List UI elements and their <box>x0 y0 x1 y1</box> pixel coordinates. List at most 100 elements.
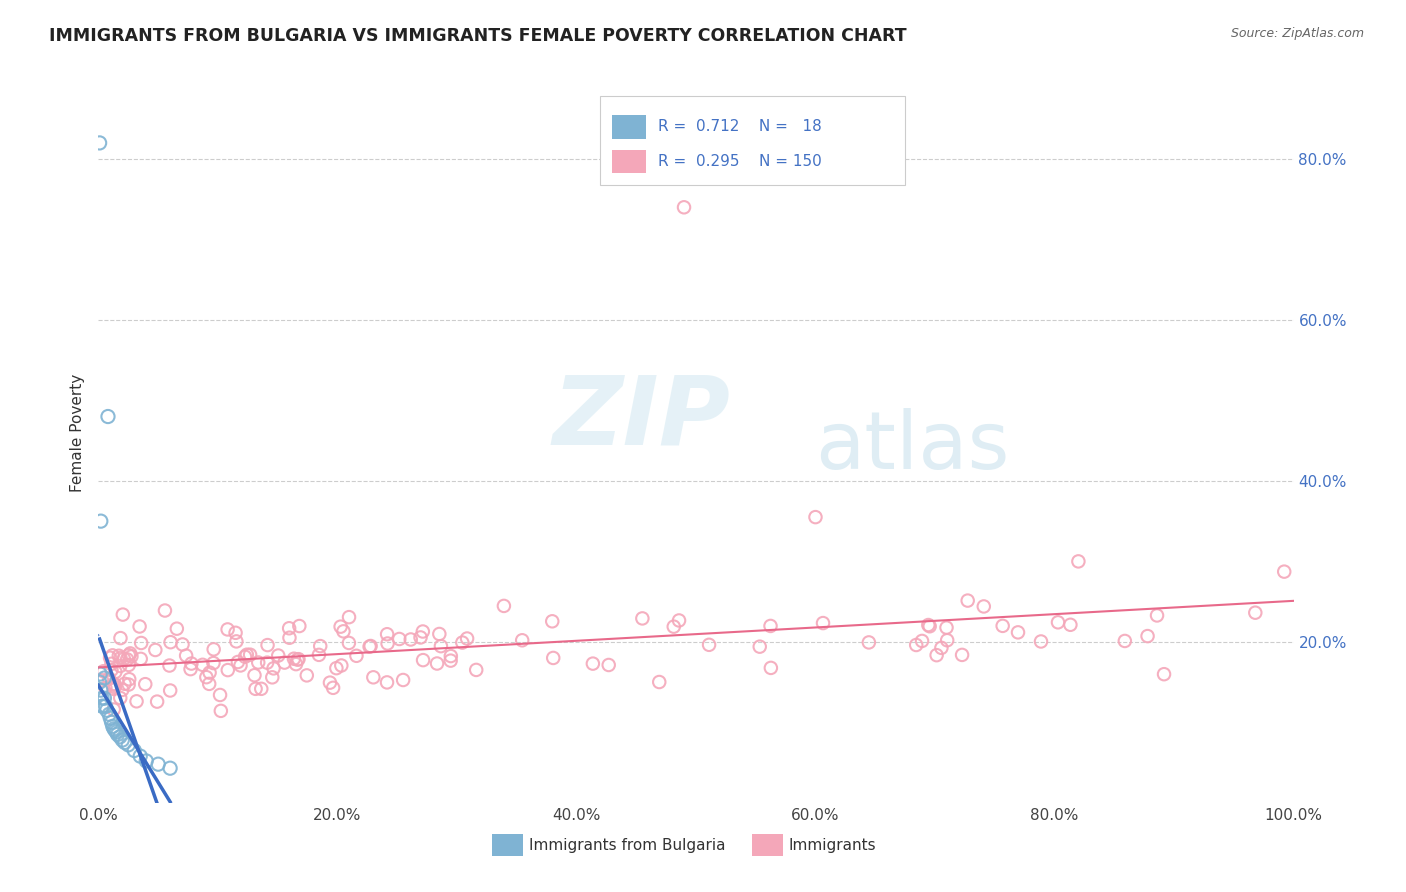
Point <box>104 678 127 692</box>
Point <box>98 672 121 686</box>
Point <box>225 634 247 648</box>
Text: Source: ZipAtlas.com: Source: ZipAtlas.com <box>1230 27 1364 40</box>
Point <box>973 599 995 614</box>
Point <box>247 656 270 670</box>
Point <box>172 637 194 651</box>
Point <box>103 677 125 691</box>
Point <box>233 649 256 664</box>
Point <box>346 648 368 663</box>
Point <box>759 619 782 633</box>
Point <box>412 653 434 667</box>
Point <box>668 614 690 628</box>
Point <box>135 754 157 768</box>
Point <box>267 648 290 663</box>
Point <box>111 607 134 622</box>
Point <box>114 677 136 691</box>
Point <box>115 652 138 666</box>
Text: IMMIGRANTS FROM BULGARIA VS IMMIGRANTS FEMALE POVERTY CORRELATION CHART: IMMIGRANTS FROM BULGARIA VS IMMIGRANTS F… <box>49 27 907 45</box>
Point <box>143 643 166 657</box>
Point <box>1153 667 1175 681</box>
Point <box>100 657 122 671</box>
Point <box>278 621 301 635</box>
Point <box>1059 617 1081 632</box>
Point <box>118 648 141 663</box>
Point <box>918 619 941 633</box>
Point <box>94 681 117 695</box>
Point <box>673 200 696 214</box>
Point <box>159 683 181 698</box>
Point <box>287 653 309 667</box>
Point <box>166 622 188 636</box>
Point <box>104 723 127 738</box>
Point <box>399 632 422 647</box>
Point <box>935 621 957 635</box>
Point <box>697 638 720 652</box>
Point <box>100 715 122 730</box>
Point <box>198 665 221 680</box>
Point <box>329 620 352 634</box>
Point <box>426 657 449 671</box>
Point <box>103 722 125 736</box>
Point <box>1029 634 1052 648</box>
Point <box>153 603 176 617</box>
Point <box>287 652 309 666</box>
Point <box>198 677 221 691</box>
Point <box>209 688 232 702</box>
Point <box>759 661 782 675</box>
Point <box>125 694 148 708</box>
Point <box>911 634 934 648</box>
Point <box>100 663 122 677</box>
Point <box>1146 608 1168 623</box>
Point <box>1007 625 1029 640</box>
Point <box>427 627 450 641</box>
Bar <box>613 150 645 173</box>
Point <box>91 699 114 714</box>
Point <box>103 680 125 694</box>
Point <box>905 638 928 652</box>
Point <box>111 682 134 697</box>
Point <box>209 704 232 718</box>
Point <box>541 651 564 665</box>
Point <box>931 640 953 655</box>
Point <box>748 640 770 654</box>
Point <box>322 681 344 695</box>
Point <box>262 670 284 684</box>
Point <box>245 681 267 696</box>
Point <box>325 661 347 675</box>
Point <box>98 650 121 665</box>
Point <box>104 665 127 679</box>
Point <box>363 670 385 684</box>
Point <box>250 681 273 696</box>
Point <box>118 657 141 672</box>
Point <box>117 738 139 752</box>
Point <box>129 652 152 666</box>
Point <box>107 648 129 663</box>
Point <box>991 619 1014 633</box>
Point <box>858 635 880 649</box>
Point <box>202 642 225 657</box>
Point <box>110 631 132 645</box>
Text: Immigrants: Immigrants <box>789 838 876 853</box>
Point <box>430 639 453 653</box>
Point <box>243 668 266 682</box>
Point <box>332 624 354 639</box>
Point <box>925 648 948 662</box>
Point <box>103 702 125 716</box>
Point <box>936 633 959 648</box>
Point <box>93 691 115 706</box>
Point <box>124 743 146 757</box>
Point <box>148 757 170 772</box>
Point <box>541 615 564 629</box>
Point <box>146 695 169 709</box>
Point <box>412 624 434 639</box>
Point <box>337 610 360 624</box>
Point <box>309 639 332 653</box>
Point <box>180 657 202 671</box>
Point <box>195 670 218 684</box>
Point <box>377 636 399 650</box>
Point <box>388 632 411 646</box>
Point <box>101 648 124 663</box>
Point <box>337 636 360 650</box>
Point <box>510 633 533 648</box>
Point <box>360 639 382 653</box>
